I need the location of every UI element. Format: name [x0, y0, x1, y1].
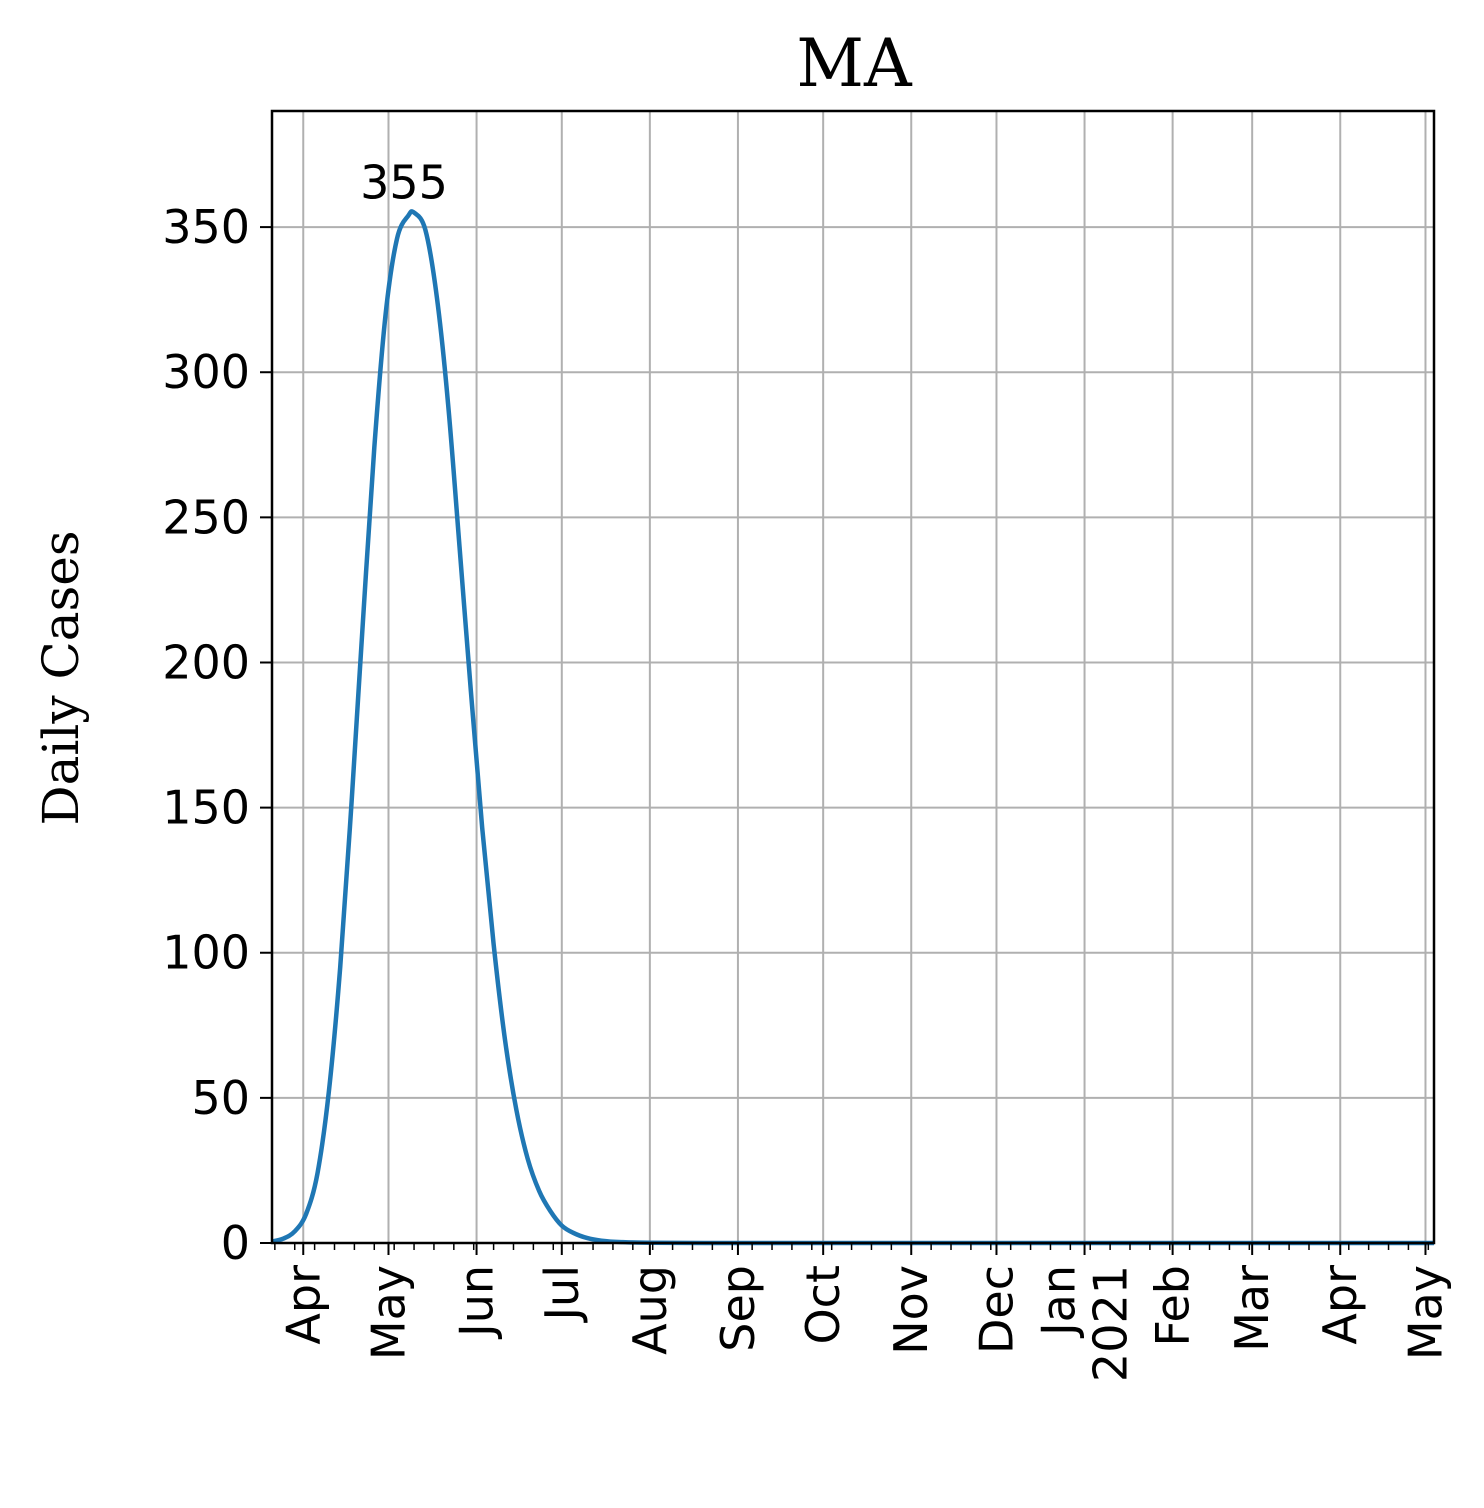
y-axis: 0 50 100 150 200 250 300 350	[162, 200, 272, 1270]
x-tick-label: May	[1398, 1265, 1452, 1360]
y-tick-label: 100	[162, 926, 250, 980]
y-tick-label: 150	[162, 781, 250, 835]
x-tick-label: Apr	[276, 1265, 330, 1345]
x-tick-label: Dec	[969, 1265, 1023, 1354]
x-tick-label: Feb	[1146, 1265, 1200, 1346]
x-tick-label: Jun	[450, 1265, 504, 1340]
y-tick-label: 200	[162, 635, 250, 689]
y-tick-label: 50	[191, 1071, 250, 1125]
y-tick-label: 350	[162, 200, 250, 254]
series-line	[271, 209, 1434, 1246]
annotations-group: 355	[360, 156, 448, 210]
x-tick-label: Apr	[1313, 1265, 1367, 1345]
x-tick-label: May	[361, 1265, 415, 1360]
x-tick-label: Nov	[884, 1265, 938, 1355]
chart-title: MA	[796, 25, 913, 102]
series-group	[271, 209, 1434, 1246]
y-tick-label: 250	[162, 490, 250, 544]
y-axis-label: Daily Cases	[32, 531, 90, 826]
peak-value-label: 355	[360, 156, 448, 210]
plot-frame	[270, 109, 1436, 1245]
x-axis: Apr May Jun Jul Aug Sep Oct Nov Dec Jan2021 Feb Mar…	[274, 1243, 1452, 1382]
x-tick-label: Aug	[623, 1265, 677, 1355]
x-tick-label: Mar	[1225, 1265, 1279, 1352]
grid-lines	[272, 111, 1434, 1244]
x-tick-label: Jan2021	[1032, 1265, 1138, 1382]
y-tick-label: 300	[162, 345, 250, 399]
x-tick-label: Oct	[796, 1265, 850, 1345]
y-tick-label: 0	[221, 1216, 250, 1270]
x-tick-label: Jul	[535, 1265, 589, 1324]
x-tick-label: Sep	[711, 1265, 765, 1352]
